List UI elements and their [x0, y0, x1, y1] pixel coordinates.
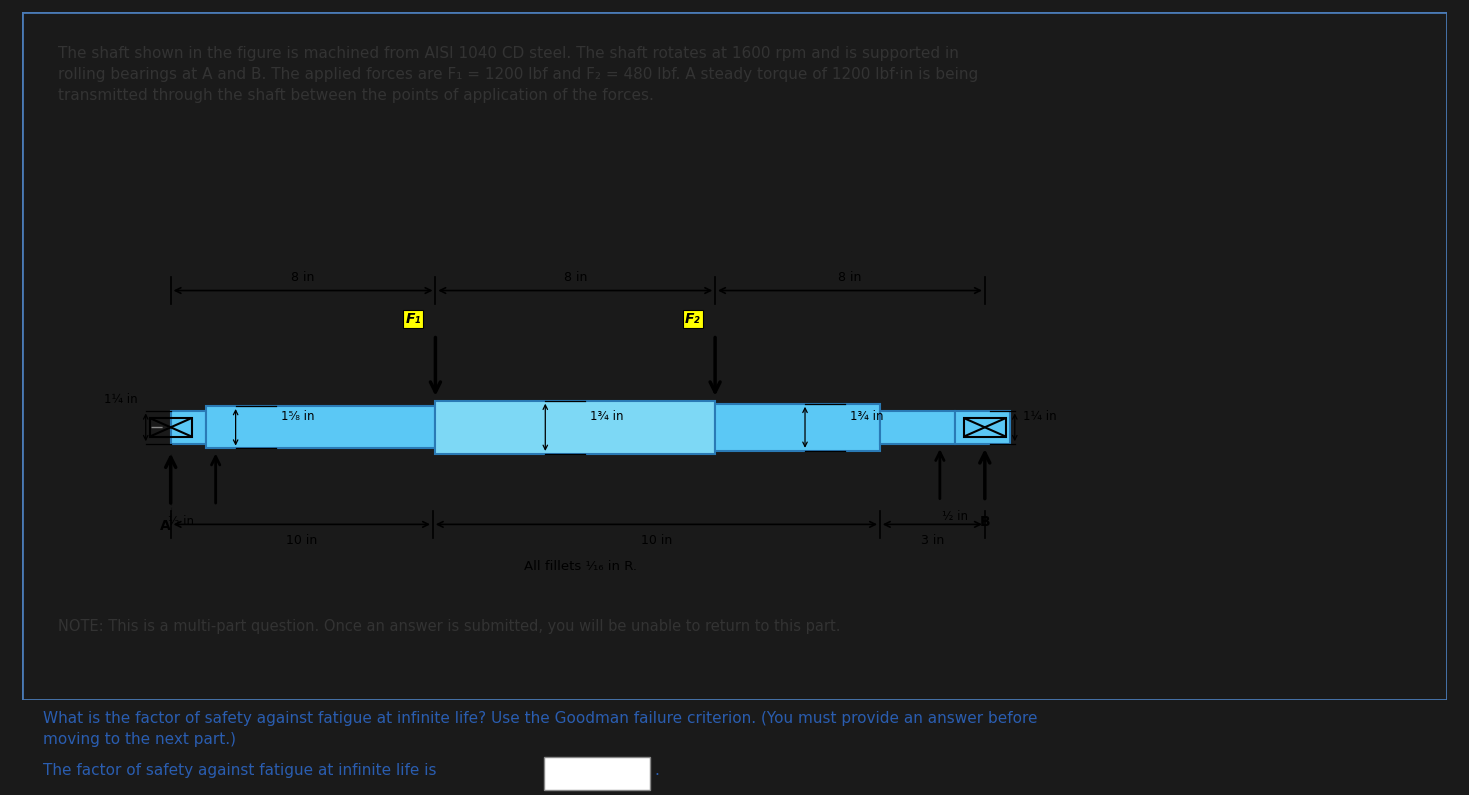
Bar: [880, 410, 955, 444]
Text: 8 in: 8 in: [564, 271, 588, 284]
Text: 10 in: 10 in: [640, 534, 671, 547]
Text: 10 in: 10 in: [286, 534, 317, 547]
Bar: [170, 410, 206, 444]
Text: .: .: [655, 763, 660, 778]
Bar: [964, 418, 1006, 436]
FancyBboxPatch shape: [544, 757, 651, 790]
Text: 8 in: 8 in: [839, 271, 862, 284]
Text: A: A: [160, 519, 170, 533]
Text: All fillets ¹⁄₁₆ in R.: All fillets ¹⁄₁₆ in R.: [524, 560, 636, 572]
Text: 1⁵⁄₈ in: 1⁵⁄₈ in: [281, 410, 314, 423]
Text: B: B: [980, 514, 990, 529]
Text: F₂: F₂: [685, 312, 701, 326]
Bar: [206, 406, 435, 448]
Bar: [715, 404, 880, 451]
Text: 1¼ in: 1¼ in: [104, 394, 138, 406]
Bar: [435, 401, 715, 454]
Text: F₁: F₁: [405, 312, 422, 326]
Text: The shaft shown in the figure is machined from AISI 1040 CD steel. The shaft rot: The shaft shown in the figure is machine…: [57, 46, 978, 103]
Text: The factor of safety against fatigue at infinite life is: The factor of safety against fatigue at …: [44, 763, 442, 778]
Text: 1¾ in: 1¾ in: [591, 410, 624, 423]
Text: 1¾ in: 1¾ in: [851, 410, 883, 423]
Bar: [150, 418, 192, 436]
Text: ½ in: ½ in: [942, 510, 968, 523]
Text: What is the factor of safety against fatigue at infinite life? Use the Goodman f: What is the factor of safety against fat…: [44, 711, 1039, 747]
Text: 3 in: 3 in: [921, 534, 945, 547]
Text: ½ in: ½ in: [167, 514, 194, 528]
Text: 1¼ in: 1¼ in: [1022, 410, 1056, 423]
Bar: [955, 410, 1009, 444]
Text: 8 in: 8 in: [291, 271, 314, 284]
Text: NOTE: This is a multi-part question. Once an answer is submitted, you will be un: NOTE: This is a multi-part question. Onc…: [57, 619, 840, 634]
